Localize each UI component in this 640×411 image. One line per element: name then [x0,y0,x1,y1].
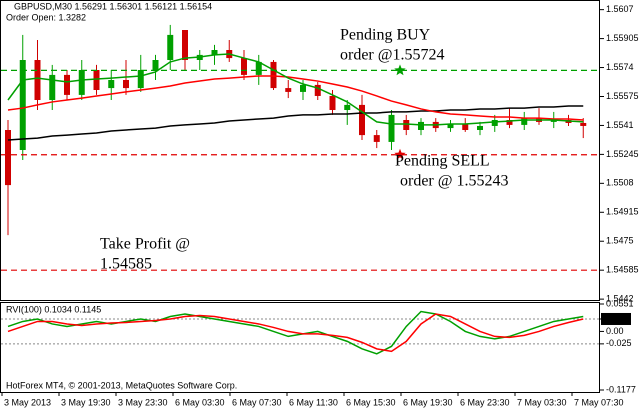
candle-body [93,70,100,90]
candle-body [506,120,513,125]
y-tick-label: -0.1177 [606,384,636,394]
y-tick-label: 1.5541 [606,120,634,130]
candle-body [241,58,247,75]
moving-average [7,105,584,141]
candle-body [285,88,292,92]
x-tick-label: 6 May 15:30 [346,397,396,407]
y-tick-label: 0.025 [606,313,629,323]
y-tick-label: 1.55575 [606,91,639,101]
candle-body [477,125,483,130]
main-panel [0,0,600,301]
moving-average [7,75,584,121]
candle-body [167,34,174,60]
x-tick-label: 3 May 19:30 [61,397,111,407]
candle-body [211,50,218,55]
candle-body [491,120,498,126]
y-tick-label: 1.5607 [606,4,634,14]
candle-body [580,122,587,126]
indicator-line [7,313,584,353]
x-tick-label: 6 May 19:30 [403,397,453,407]
footer: HotForex MT4, © 2001-2013, MetaQuotes So… [6,380,237,390]
candle-body [137,70,144,89]
candle-body [49,74,56,100]
candle-body [447,124,454,129]
candle-body [255,61,262,75]
candle-body [300,84,306,92]
tick-box [601,312,631,325]
candle-body [359,104,365,136]
level-star [394,64,406,76]
candle-body [403,120,410,130]
symbol-header: GBPUSD,M30 1.56291 1.56301 1.56121 1.561… [14,1,212,11]
candle-body [152,60,159,70]
y-tick-label: 1.5442 [606,293,634,303]
x-tick-label: 7 May 03:30 [517,397,567,407]
candle-body [462,124,469,130]
annotation: Pending BUY [340,27,431,44]
annotation: Pending SELL [395,153,490,170]
x-tick-label: 6 May 07:30 [232,397,282,407]
candle-body [314,84,321,96]
candle-body [329,95,336,110]
x-tick-label: 3 May 23:30 [118,397,168,407]
moving-average [7,53,584,126]
candle-body [5,130,11,186]
y-tick-label: 1.54915 [606,207,639,217]
candle-body [270,61,277,89]
x-tick-label: 3 May 2013 [4,397,51,407]
candle-body [521,118,528,125]
candle-body [373,135,380,142]
candle-body [182,30,188,60]
candle-body [108,80,115,89]
y-tick-label: 1.5574 [606,62,634,72]
y-tick-label: 1.55245 [606,149,639,159]
candle-body [550,120,557,122]
y-tick-label: 1.5508 [606,178,634,188]
annotation: order @1.55724 [340,47,445,64]
annotation: 1.54585 [100,256,152,273]
candle-body [123,80,129,89]
x-tick-label: 6 May 11:30 [289,397,338,407]
y-tick-label: 0.00 [606,326,624,336]
candle-body [19,60,26,150]
annotation: order @ 1.55243 [400,173,509,190]
candle-body [64,74,70,95]
candle-body [344,104,351,110]
indicator-title: RVI(100) 0.1034 0.1145 [6,304,101,314]
y-tick-label: 1.55905 [606,33,639,43]
candle-body [34,60,41,100]
y-tick-label: 1.5475 [606,236,634,246]
order-open: Order Open: 1.3282 [6,12,86,22]
x-tick-label: 6 May 03:30 [175,397,225,407]
annotation: Take Profit @ [100,236,190,253]
level-star [394,148,406,160]
candle-body [388,114,395,142]
candle-body [78,70,85,95]
x-tick-label: 7 May 07:30 [574,397,624,407]
x-tick-label: 6 May 23:30 [460,397,510,407]
indicator-panel [0,302,600,393]
candle-body [418,121,424,130]
y-tick-label: 1.54585 [606,265,639,275]
y-tick-label: 0.0551 [606,298,634,308]
y-tick-label: -0.025 [606,338,632,348]
